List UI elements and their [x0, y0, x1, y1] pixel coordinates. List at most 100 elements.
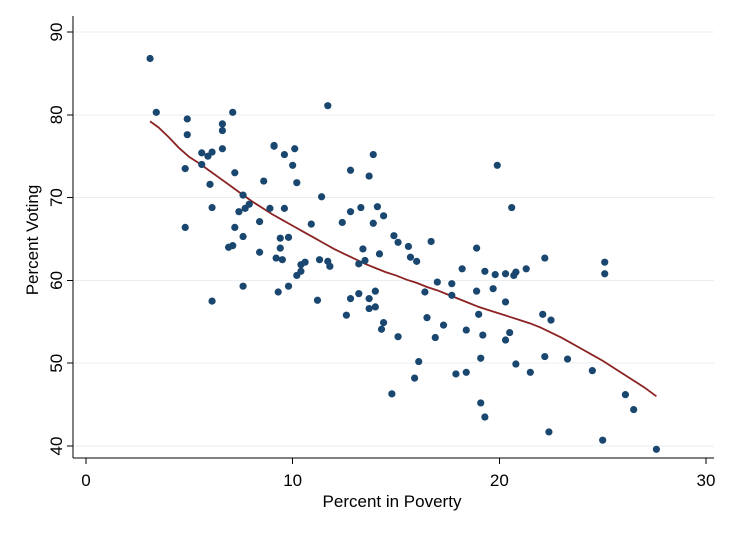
data-point — [280, 150, 288, 159]
data-point — [313, 296, 322, 304]
data-point — [346, 208, 355, 216]
data-point — [276, 234, 284, 242]
data-point — [280, 204, 288, 212]
data-point — [652, 445, 661, 453]
data-point — [183, 115, 191, 123]
data-point — [307, 220, 315, 228]
data-point — [357, 203, 365, 212]
data-point — [289, 161, 297, 169]
data-point — [473, 287, 481, 295]
data-point — [326, 262, 334, 270]
x-axis-title: Percent in Poverty — [323, 492, 462, 511]
data-point — [355, 290, 363, 298]
data-point — [413, 257, 421, 265]
data-point — [545, 428, 553, 436]
data-point — [512, 360, 520, 368]
data-point — [477, 399, 485, 407]
data-point — [390, 232, 398, 240]
data-point — [508, 203, 516, 212]
data-point — [146, 54, 154, 63]
data-point — [208, 148, 216, 156]
data-point — [433, 278, 441, 286]
data-point — [371, 287, 379, 295]
y-tick-label: 50 — [47, 354, 66, 373]
axes: 40 50 60 70 80 90 0 10 20 30 — [47, 16, 715, 490]
data-point — [301, 258, 309, 266]
data-point — [318, 193, 326, 201]
data-point — [276, 244, 284, 252]
x-tick-label: 0 — [81, 471, 90, 490]
data-point — [229, 242, 237, 250]
data-point — [260, 177, 268, 185]
data-point — [439, 321, 448, 329]
data-point — [198, 149, 206, 157]
data-point — [541, 254, 549, 262]
data-point — [239, 232, 247, 241]
data-point — [448, 291, 456, 299]
data-point — [315, 256, 324, 264]
data-point — [448, 280, 456, 288]
data-point — [481, 267, 489, 275]
data-point — [272, 254, 280, 262]
data-point — [239, 191, 247, 199]
data-point — [256, 218, 264, 226]
data-point — [462, 368, 470, 376]
data-point — [206, 180, 214, 188]
data-point — [452, 370, 460, 378]
data-point — [369, 219, 377, 227]
data-point — [231, 169, 239, 177]
data-point — [601, 270, 609, 278]
data-point — [342, 311, 350, 319]
data-point — [284, 282, 293, 290]
data-point — [355, 260, 363, 268]
data-point — [198, 160, 206, 169]
trend-line-layer — [149, 120, 657, 398]
data-point — [274, 288, 282, 296]
data-point — [245, 200, 253, 208]
data-point — [377, 325, 386, 333]
y-tick-label: 70 — [47, 188, 66, 207]
axis-labels: Percent in Poverty Percent Voting — [23, 185, 462, 511]
data-point — [599, 436, 607, 444]
data-point — [411, 374, 419, 382]
data-point — [346, 166, 355, 174]
data-point — [473, 244, 481, 252]
data-point — [406, 253, 415, 261]
data-point — [475, 310, 483, 318]
data-point — [293, 179, 301, 187]
data-point — [404, 242, 412, 251]
data-point — [588, 367, 596, 375]
data-point — [181, 165, 189, 173]
y-tick-label: 40 — [47, 437, 66, 456]
y-axis-title: Percent Voting — [23, 185, 42, 296]
data-point — [291, 145, 299, 153]
data-point — [297, 267, 305, 275]
data-point — [491, 271, 499, 279]
data-point — [501, 336, 510, 344]
data-point — [380, 212, 388, 220]
data-point — [462, 326, 470, 334]
data-point — [324, 102, 332, 110]
data-point — [563, 355, 572, 363]
data-point — [218, 145, 226, 153]
data-point — [431, 333, 439, 342]
data-point — [208, 297, 216, 305]
data-point — [512, 268, 520, 276]
y-tick-label: 60 — [47, 271, 66, 290]
x-tick-label: 20 — [490, 471, 509, 490]
data-point — [547, 316, 555, 324]
data-point — [421, 288, 429, 296]
data-point — [218, 120, 226, 128]
data-point — [423, 314, 431, 322]
y-tick-label: 80 — [47, 105, 66, 124]
data-point — [256, 248, 264, 256]
data-point — [501, 270, 510, 278]
y-tick-label: 90 — [47, 23, 66, 42]
data-point — [506, 328, 514, 337]
data-point — [346, 295, 355, 303]
data-point — [427, 237, 435, 246]
data-point — [183, 131, 191, 139]
data-point — [375, 250, 384, 258]
